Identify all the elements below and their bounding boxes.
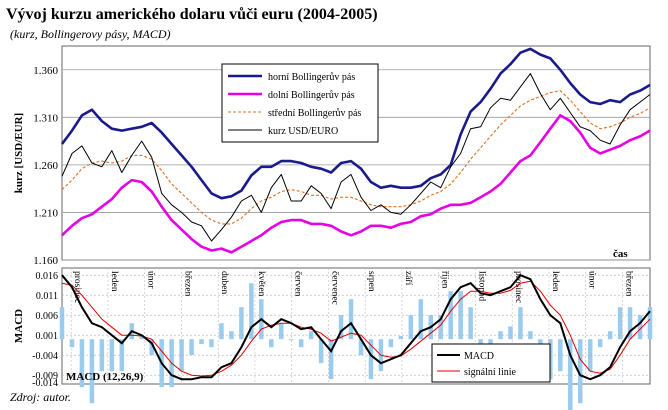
macd-y-tick-label: -0.014 [32, 378, 58, 389]
histogram-bar [209, 339, 214, 348]
histogram-bar [348, 299, 354, 340]
upper-band-line [60, 47, 651, 200]
histogram-bar [458, 291, 463, 340]
histogram-bar [488, 339, 493, 348]
histogram-bar [59, 307, 65, 340]
month-label: srpen [366, 271, 376, 292]
y-axis-label: kurz [USD/EUR] [13, 113, 25, 193]
month-label: září [403, 271, 413, 286]
histogram-bar [498, 331, 503, 340]
histogram-bar [179, 339, 184, 372]
histogram-bar [89, 339, 95, 404]
legend-label: střední Bollingerův pás [268, 108, 361, 119]
histogram-bar [368, 339, 374, 380]
histogram-bar [568, 339, 573, 410]
month-label: březen [182, 271, 192, 297]
source-note: Zdroj: autor. [10, 390, 71, 404]
month-label: leden [550, 271, 560, 292]
macd-annotation: MACD (12,26,9) [66, 371, 144, 383]
histogram-bar [408, 315, 414, 340]
histogram-bar [468, 307, 473, 340]
macd-y-tick-label: -0.009 [32, 371, 58, 382]
histogram-bar [558, 339, 563, 372]
month-label: duben [219, 271, 229, 294]
legend-label: kurz USD/EURO [268, 126, 338, 137]
histogram-bar [69, 339, 75, 348]
histogram-bar [239, 307, 244, 340]
lower-legend [431, 343, 551, 383]
upper-legend [221, 63, 379, 143]
signal-line [61, 280, 651, 377]
chart-title: Vývoj kurzu amerického dolaru vůči euru … [6, 6, 378, 23]
macd-y-tick-label: 0.011 [36, 291, 58, 302]
month-label: únor [587, 271, 597, 289]
histogram-bar [518, 307, 523, 340]
y-tick-label: 1.360 [33, 65, 58, 77]
month-label: červen [293, 271, 303, 297]
macd-y-tick-label: 0.006 [36, 311, 59, 322]
histogram-bar [438, 315, 443, 340]
histogram-bar [269, 339, 274, 348]
month-label: leden [109, 271, 119, 292]
legend-label: MACD [464, 351, 494, 362]
histogram-bar [288, 339, 294, 341]
histogram-bar [79, 339, 85, 388]
month-label: březen [623, 271, 633, 297]
histogram-bar [338, 315, 344, 340]
middle-band-line [61, 90, 651, 225]
macd-y-tick-label: 0.016 [36, 271, 59, 282]
histogram-bar [139, 336, 144, 340]
histogram-bar [617, 307, 623, 340]
histogram-bar [328, 339, 334, 380]
x-axis-label: čas [613, 248, 628, 260]
legend-label: dolní Bollingerův pás [268, 90, 355, 101]
month-label: únor [146, 271, 156, 289]
histogram-bar [298, 339, 304, 348]
month-label: prosinec [72, 271, 82, 303]
histogram-bar [388, 339, 394, 348]
histogram-bar [637, 315, 643, 340]
y-tick-label: 1.260 [33, 160, 58, 172]
y-tick-label: 1.310 [33, 112, 58, 124]
histogram-bar [99, 339, 105, 372]
histogram-bar [199, 339, 204, 344]
histogram-bar [219, 323, 224, 340]
month-label: prosinec [513, 271, 523, 303]
histogram-bar [249, 283, 254, 340]
histogram-bar [647, 307, 653, 340]
lower-band-line [61, 114, 651, 254]
histogram-bar [398, 336, 404, 340]
month-label: říjen [440, 271, 450, 289]
legend-label: signální linie [464, 367, 517, 378]
macd-axis-label: MACD [13, 309, 25, 343]
histogram-bar [279, 323, 284, 340]
y-tick-label: 1.160 [33, 255, 58, 267]
histogram-bar [418, 299, 424, 340]
macd-line [61, 274, 651, 381]
macd-y-tick-label: 0.001 [36, 331, 59, 342]
macd-y-tick-label: -0.004 [32, 351, 58, 362]
histogram-bar [318, 339, 324, 364]
chart-subtitle: (kurz, Bollingerovy pásy, MACD) [10, 27, 171, 41]
histogram-bar [189, 339, 194, 356]
legend-label: horní Bollingerův pás [268, 72, 355, 83]
histogram-bar [597, 339, 603, 348]
month-label: květen [256, 271, 266, 297]
month-label: listopad [476, 271, 486, 301]
histogram-bar [478, 339, 483, 348]
month-label: červenec [329, 271, 339, 305]
histogram-bar [577, 339, 583, 404]
histogram-bar [627, 307, 633, 340]
histogram-bar [119, 339, 125, 372]
histogram-bar [149, 339, 154, 356]
histogram-bar [358, 339, 364, 356]
histogram-bar [508, 326, 513, 340]
price-line [61, 73, 651, 242]
y-tick-label: 1.210 [33, 207, 58, 219]
